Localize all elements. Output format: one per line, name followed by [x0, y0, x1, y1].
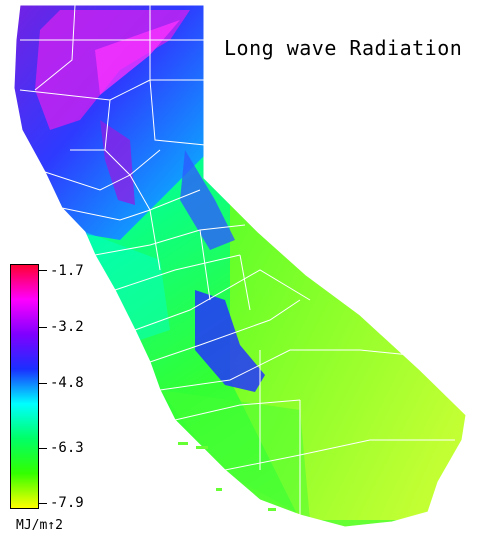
map-title: Long wave Radiation [224, 36, 463, 60]
channel-islands [178, 442, 276, 511]
legend-units: MJ/m↑2 [16, 518, 63, 533]
legend-tick [39, 383, 47, 384]
color-scale-bar [10, 264, 39, 509]
legend-tick-label: -7.9 [50, 495, 84, 511]
legend-tick [39, 503, 47, 504]
legend-tick [39, 327, 47, 328]
legend-tick-label: -3.2 [50, 319, 84, 335]
legend-tick-label: -4.8 [50, 375, 84, 391]
legend-tick-label: -1.7 [50, 263, 84, 279]
legend-tick [39, 270, 47, 271]
legend-tick [39, 448, 47, 449]
county-boundaries [19, 5, 455, 520]
legend-tick-label: -6.3 [50, 440, 84, 456]
